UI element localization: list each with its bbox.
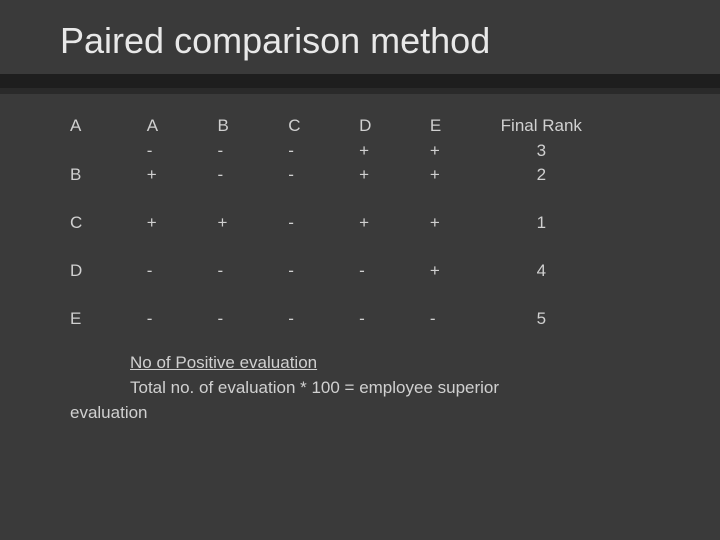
cell-symbol: - [288, 211, 359, 259]
cell-symbol: - [217, 139, 288, 164]
table-row: B + - - + + 2 [70, 163, 660, 211]
slide-title: Paired comparison method [60, 20, 720, 62]
col-header: E [430, 114, 501, 139]
formula-line-3: evaluation [70, 401, 660, 426]
cell-symbol: - [288, 163, 359, 211]
table-row: E - - - - - 5 [70, 307, 660, 355]
row-label: E [70, 307, 147, 355]
table-cell: B - [217, 114, 288, 163]
table-cell: E + [430, 114, 501, 163]
col-header: B [217, 114, 288, 139]
table-row: C + + - + + 1 [70, 211, 660, 259]
rank-value: 5 [501, 307, 660, 355]
cell-symbol: + [430, 259, 501, 307]
content-area: A A - B - C - D + E [0, 94, 720, 425]
table-cell: D + [359, 114, 430, 163]
formula-block: No of Positive evaluation Total no. of e… [70, 351, 660, 425]
cell-symbol: - [359, 259, 430, 307]
rank-value: 3 [501, 139, 660, 164]
divider-bar-dark [0, 74, 720, 88]
table-cell: Final Rank 3 [501, 114, 660, 163]
cell-symbol: + [359, 211, 430, 259]
col-header: A [147, 114, 218, 139]
slide: Paired comparison method A A - B - C - [0, 0, 720, 540]
cell-symbol: - [147, 259, 218, 307]
row-label: B [70, 163, 147, 211]
row-label: C [70, 211, 147, 259]
row-label: A [70, 114, 147, 163]
cell-symbol: + [217, 211, 288, 259]
row-label: D [70, 259, 147, 307]
rank-value: 4 [501, 259, 660, 307]
comparison-table: A A - B - C - D + E [70, 114, 660, 355]
cell-symbol: + [430, 163, 501, 211]
table-row: A A - B - C - D + E [70, 114, 660, 163]
table-row: D - - - - + 4 [70, 259, 660, 307]
cell-symbol: - [430, 307, 501, 355]
title-area: Paired comparison method [0, 20, 720, 74]
cell-symbol: - [288, 259, 359, 307]
cell-symbol: - [288, 307, 359, 355]
cell-symbol: - [359, 307, 430, 355]
cell-symbol: + [147, 211, 218, 259]
col-header: C [288, 114, 359, 139]
table-cell: A - [147, 114, 218, 163]
formula-line-1: No of Positive evaluation [70, 351, 660, 376]
cell-symbol: - [147, 307, 218, 355]
cell-symbol: - [217, 307, 288, 355]
rank-value: 2 [501, 163, 660, 211]
formula-line-2: Total no. of evaluation * 100 = employee… [70, 376, 660, 401]
cell-symbol: + [359, 139, 430, 164]
final-rank-header: Final Rank [501, 114, 660, 139]
cell-symbol: + [359, 163, 430, 211]
cell-symbol: - [288, 139, 359, 164]
cell-symbol: + [430, 139, 501, 164]
table-cell: C - [288, 114, 359, 163]
cell-symbol: - [217, 259, 288, 307]
col-header: D [359, 114, 430, 139]
cell-symbol: - [147, 139, 218, 164]
cell-symbol: - [217, 163, 288, 211]
rank-value: 1 [501, 211, 660, 259]
cell-symbol: + [430, 211, 501, 259]
cell-symbol: + [147, 163, 218, 211]
